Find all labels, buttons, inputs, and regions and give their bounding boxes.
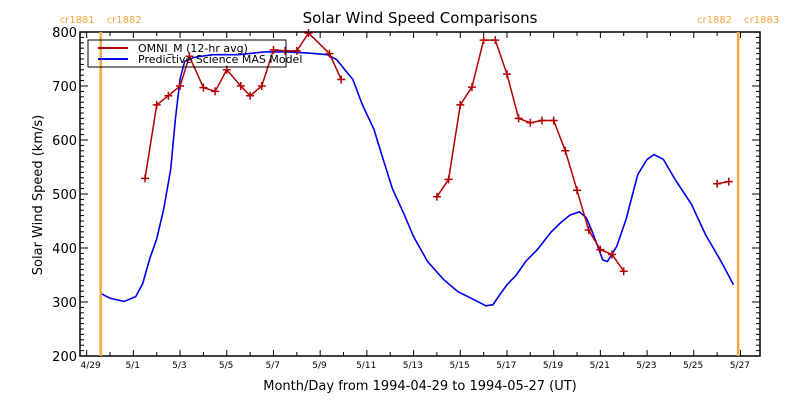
data-point-omni bbox=[526, 118, 535, 127]
data-point-omni bbox=[491, 36, 500, 45]
legend: OMNI_M (12-hr avg) Predictive Science MA… bbox=[87, 39, 302, 68]
data-point-omni bbox=[185, 52, 194, 61]
carrington-label-prev: cr1882 bbox=[697, 15, 732, 26]
data-point-omni bbox=[246, 91, 255, 100]
data-point-omni bbox=[596, 245, 605, 254]
data-point-omni bbox=[304, 29, 313, 38]
x-tick-label: 5/3 bbox=[172, 361, 186, 371]
x-tick-label: 5/13 bbox=[403, 361, 423, 371]
y-tick-label: 800 bbox=[52, 26, 77, 41]
y-tick-label: 200 bbox=[52, 350, 77, 365]
data-point-omni bbox=[176, 82, 185, 90]
x-tick-label: 5/25 bbox=[683, 361, 703, 371]
series-line-omni bbox=[436, 39, 625, 272]
y-tick-label: 400 bbox=[52, 242, 77, 257]
data-point-omni bbox=[211, 87, 220, 96]
x-tick-label: 5/9 bbox=[312, 361, 327, 371]
data-point-omni bbox=[514, 114, 523, 123]
data-point-omni bbox=[619, 267, 628, 276]
y-axis-label: Solar Wind Speed (km/s) bbox=[31, 115, 46, 275]
data-point-omni bbox=[724, 177, 733, 186]
data-point-omni bbox=[713, 179, 722, 188]
x-tick-label: 5/23 bbox=[636, 361, 656, 371]
data-point-omni bbox=[456, 100, 465, 109]
legend-label-omni: OMNI_M (12-hr avg) bbox=[138, 42, 248, 55]
y-tick-label: 300 bbox=[52, 296, 77, 311]
data-point-omni bbox=[432, 192, 441, 201]
data-point-omni bbox=[573, 186, 582, 195]
y-tick-label: 500 bbox=[52, 188, 77, 203]
data-point-omni bbox=[269, 45, 278, 54]
x-tick-label: 5/15 bbox=[449, 361, 469, 371]
data-point-omni bbox=[444, 175, 453, 184]
data-point-omni bbox=[537, 116, 546, 125]
data-point-omni bbox=[608, 250, 617, 259]
data-point-omni bbox=[467, 83, 476, 92]
data-point-omni bbox=[281, 46, 290, 55]
data-point-omni bbox=[141, 174, 150, 183]
data-point-omni bbox=[337, 75, 346, 84]
x-tick-label: 5/19 bbox=[543, 361, 563, 371]
data-point-omni bbox=[152, 100, 161, 109]
carrington-label-next: cr1883 bbox=[744, 15, 779, 26]
carrington-label-prev: cr1881 bbox=[60, 15, 95, 26]
legend-box bbox=[87, 39, 287, 68]
data-point-omni bbox=[164, 91, 173, 100]
x-tick-label: 5/1 bbox=[125, 361, 139, 371]
x-tick-label: 5/21 bbox=[590, 361, 610, 371]
legend-label-mas: Predictive Science MAS Model bbox=[138, 53, 302, 66]
data-point-omni bbox=[236, 82, 245, 90]
data-point-omni bbox=[257, 82, 266, 90]
chart-title: Solar Wind Speed Comparisons bbox=[303, 9, 538, 27]
carrington-markers: cr1881 cr1882 cr1882 cr1883 bbox=[60, 15, 779, 356]
carrington-label-next: cr1882 bbox=[107, 15, 142, 26]
x-tick-label: 4/29 bbox=[81, 361, 101, 371]
data-point-omni bbox=[325, 49, 334, 58]
data-point-omni bbox=[479, 36, 488, 45]
data-point-omni bbox=[292, 46, 301, 55]
plot-area bbox=[100, 29, 735, 307]
x-axis-label: Month/Day from 1994-04-29 to 1994-05-27 … bbox=[263, 379, 576, 394]
x-tick-label: 5/17 bbox=[496, 361, 516, 371]
data-point-omni bbox=[199, 83, 208, 92]
y-tick-label: 700 bbox=[52, 80, 77, 95]
data-point-omni bbox=[502, 70, 511, 79]
data-point-omni bbox=[549, 116, 558, 125]
y-tick-label: 600 bbox=[52, 134, 77, 149]
data-point-omni bbox=[561, 146, 570, 155]
data-point-omni bbox=[584, 226, 593, 235]
axes: 200 300 400 500 600 700 800 4/29 5/1 5/3 5/5 5/7 5/9… bbox=[52, 26, 761, 371]
x-tick-label: 5/27 bbox=[730, 361, 750, 371]
x-tick-label: 5/11 bbox=[356, 361, 376, 371]
x-tick-label: 5/7 bbox=[266, 361, 280, 371]
series-line-mas-model bbox=[100, 51, 735, 307]
x-tick-label: 5/5 bbox=[219, 361, 233, 371]
